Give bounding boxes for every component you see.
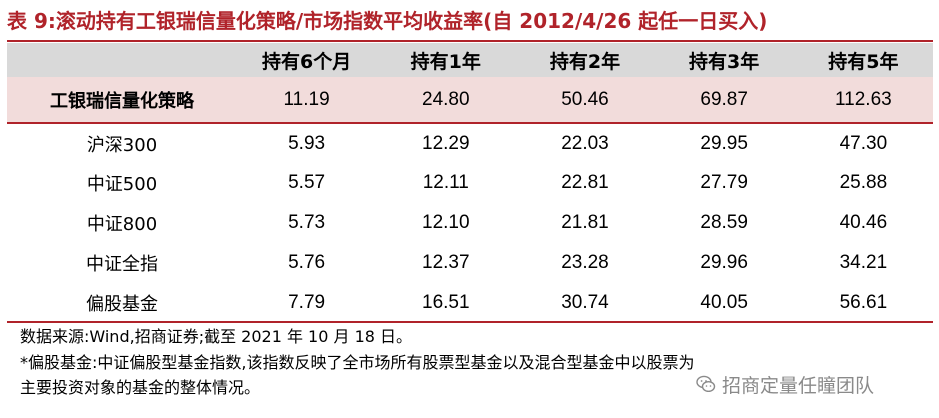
header-cell-blank (7, 43, 237, 77)
footnote-line-1: *偏股基金:中证偏股型基金指数,该指数反映了全市场所有股票型基金以及混合型基金中… (20, 353, 695, 372)
table-cell: 47.30 (839, 132, 888, 154)
table-cell: 5.57 (288, 172, 326, 193)
table-cell: 27.79 (700, 172, 748, 193)
table-title: 表 9:滚动持有工银瑞信量化策略/市场指数平均收益率(自 2012/4/26 起… (7, 9, 768, 33)
table-cell: 56.61 (839, 292, 888, 313)
row-label: 偏股基金 (86, 294, 158, 315)
table-cell: 5.73 (288, 212, 326, 233)
table-row: 工银瑞信量化策略 11.19 24.80 50.46 69.87 112.63 (7, 77, 933, 123)
table-row: 沪深300 5.93 12.29 22.03 29.95 47.30 (7, 123, 933, 163)
table-cell: 69.87 (700, 88, 748, 110)
table-cell: 12.37 (422, 252, 470, 273)
table-cell: 40.46 (839, 212, 888, 233)
table-cell: 12.10 (422, 212, 470, 233)
header-cell-3y: 持有3年 (689, 50, 760, 73)
table-cell: 11.19 (283, 88, 330, 110)
table-cell: 24.80 (422, 88, 470, 110)
returns-table: 持有6个月 持有1年 持有2年 持有3年 持有5年 工银瑞信量化策略 11.19… (7, 43, 933, 323)
table-cell: 22.81 (561, 172, 609, 193)
table-header-row: 持有6个月 持有1年 持有2年 持有3年 持有5年 (7, 43, 933, 77)
table-cell: 50.46 (561, 88, 609, 110)
table-cell: 5.93 (288, 132, 326, 154)
table-cell: 30.74 (561, 292, 609, 313)
watermark-text: 招商定量任瞳团队 (722, 374, 875, 397)
table-cell: 12.29 (422, 132, 470, 154)
header-cell-2y: 持有2年 (549, 50, 621, 73)
header-cell-5y: 持有5年 (828, 50, 899, 73)
title-divider (7, 40, 933, 42)
table-row: 中证500 5.57 12.11 22.81 27.79 25.88 (7, 163, 933, 203)
row-label: 中证全指 (86, 254, 158, 275)
table-cell: 29.96 (700, 252, 748, 273)
table-cell: 21.81 (561, 212, 609, 233)
header-cell-6m: 持有6个月 (261, 50, 352, 73)
table-cell: 112.63 (835, 88, 892, 110)
table-row: 偏股基金 7.79 16.51 30.74 40.05 56.61 (7, 283, 933, 323)
header-cell-1y: 持有1年 (410, 50, 481, 73)
table-cell: 25.88 (839, 172, 888, 193)
table-cell: 5.76 (288, 252, 326, 273)
table-row: 中证全指 5.76 12.37 23.28 29.96 34.21 (7, 243, 933, 283)
table-cell: 28.59 (700, 212, 748, 233)
row-label: 沪深300 (86, 134, 158, 156)
table-cell: 12.11 (422, 172, 469, 193)
footnote-line-2: 主要投资对象的基金的整体情况。 (20, 378, 261, 397)
table-cell: 22.03 (561, 132, 609, 154)
table-cell: 23.28 (561, 252, 609, 273)
table-cell: 16.51 (422, 292, 470, 313)
wechat-icon (696, 375, 716, 393)
table-cell: 40.05 (700, 292, 748, 313)
table-bottom-divider (7, 321, 933, 323)
row-label: 中证800 (86, 214, 158, 235)
table-cell: 34.21 (839, 252, 888, 273)
table-cell: 7.79 (288, 292, 326, 313)
table-row: 中证800 5.73 12.10 21.81 28.59 40.46 (7, 203, 933, 243)
source-note: 数据来源:Wind,招商证券;截至 2021 年 10 月 18 日。 (20, 327, 413, 346)
watermark: 招商定量任瞳团队 (696, 372, 875, 397)
table-cell: 29.95 (700, 132, 748, 154)
row-label: 中证500 (86, 174, 158, 195)
row-label: 工银瑞信量化策略 (50, 90, 194, 112)
